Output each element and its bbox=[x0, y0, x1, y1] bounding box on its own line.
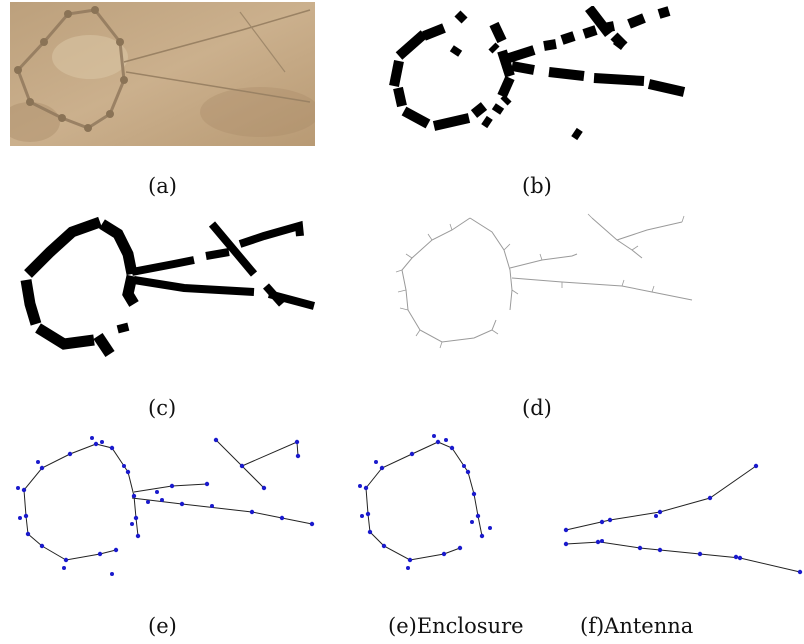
caption-a: (a) bbox=[148, 174, 177, 198]
caption-b: (b) bbox=[522, 174, 552, 198]
panel-e-enclosure-graph bbox=[354, 432, 514, 582]
panel-c-merged-segments bbox=[14, 214, 324, 360]
caption-f-antenna: (f)Antenna bbox=[580, 614, 694, 638]
caption-d: (d) bbox=[522, 396, 552, 420]
caption-e: (e) bbox=[148, 614, 177, 638]
caption-e-enclosure: (e)Enclosure bbox=[388, 614, 524, 638]
caption-c: (c) bbox=[148, 396, 177, 420]
panel-b-segment-detection bbox=[384, 6, 694, 146]
panel-d-skeleton bbox=[392, 210, 702, 360]
panel-f-antenna-graph bbox=[560, 460, 804, 580]
panel-a-aerial-photo bbox=[10, 2, 315, 146]
panel-e-graph bbox=[12, 432, 322, 582]
